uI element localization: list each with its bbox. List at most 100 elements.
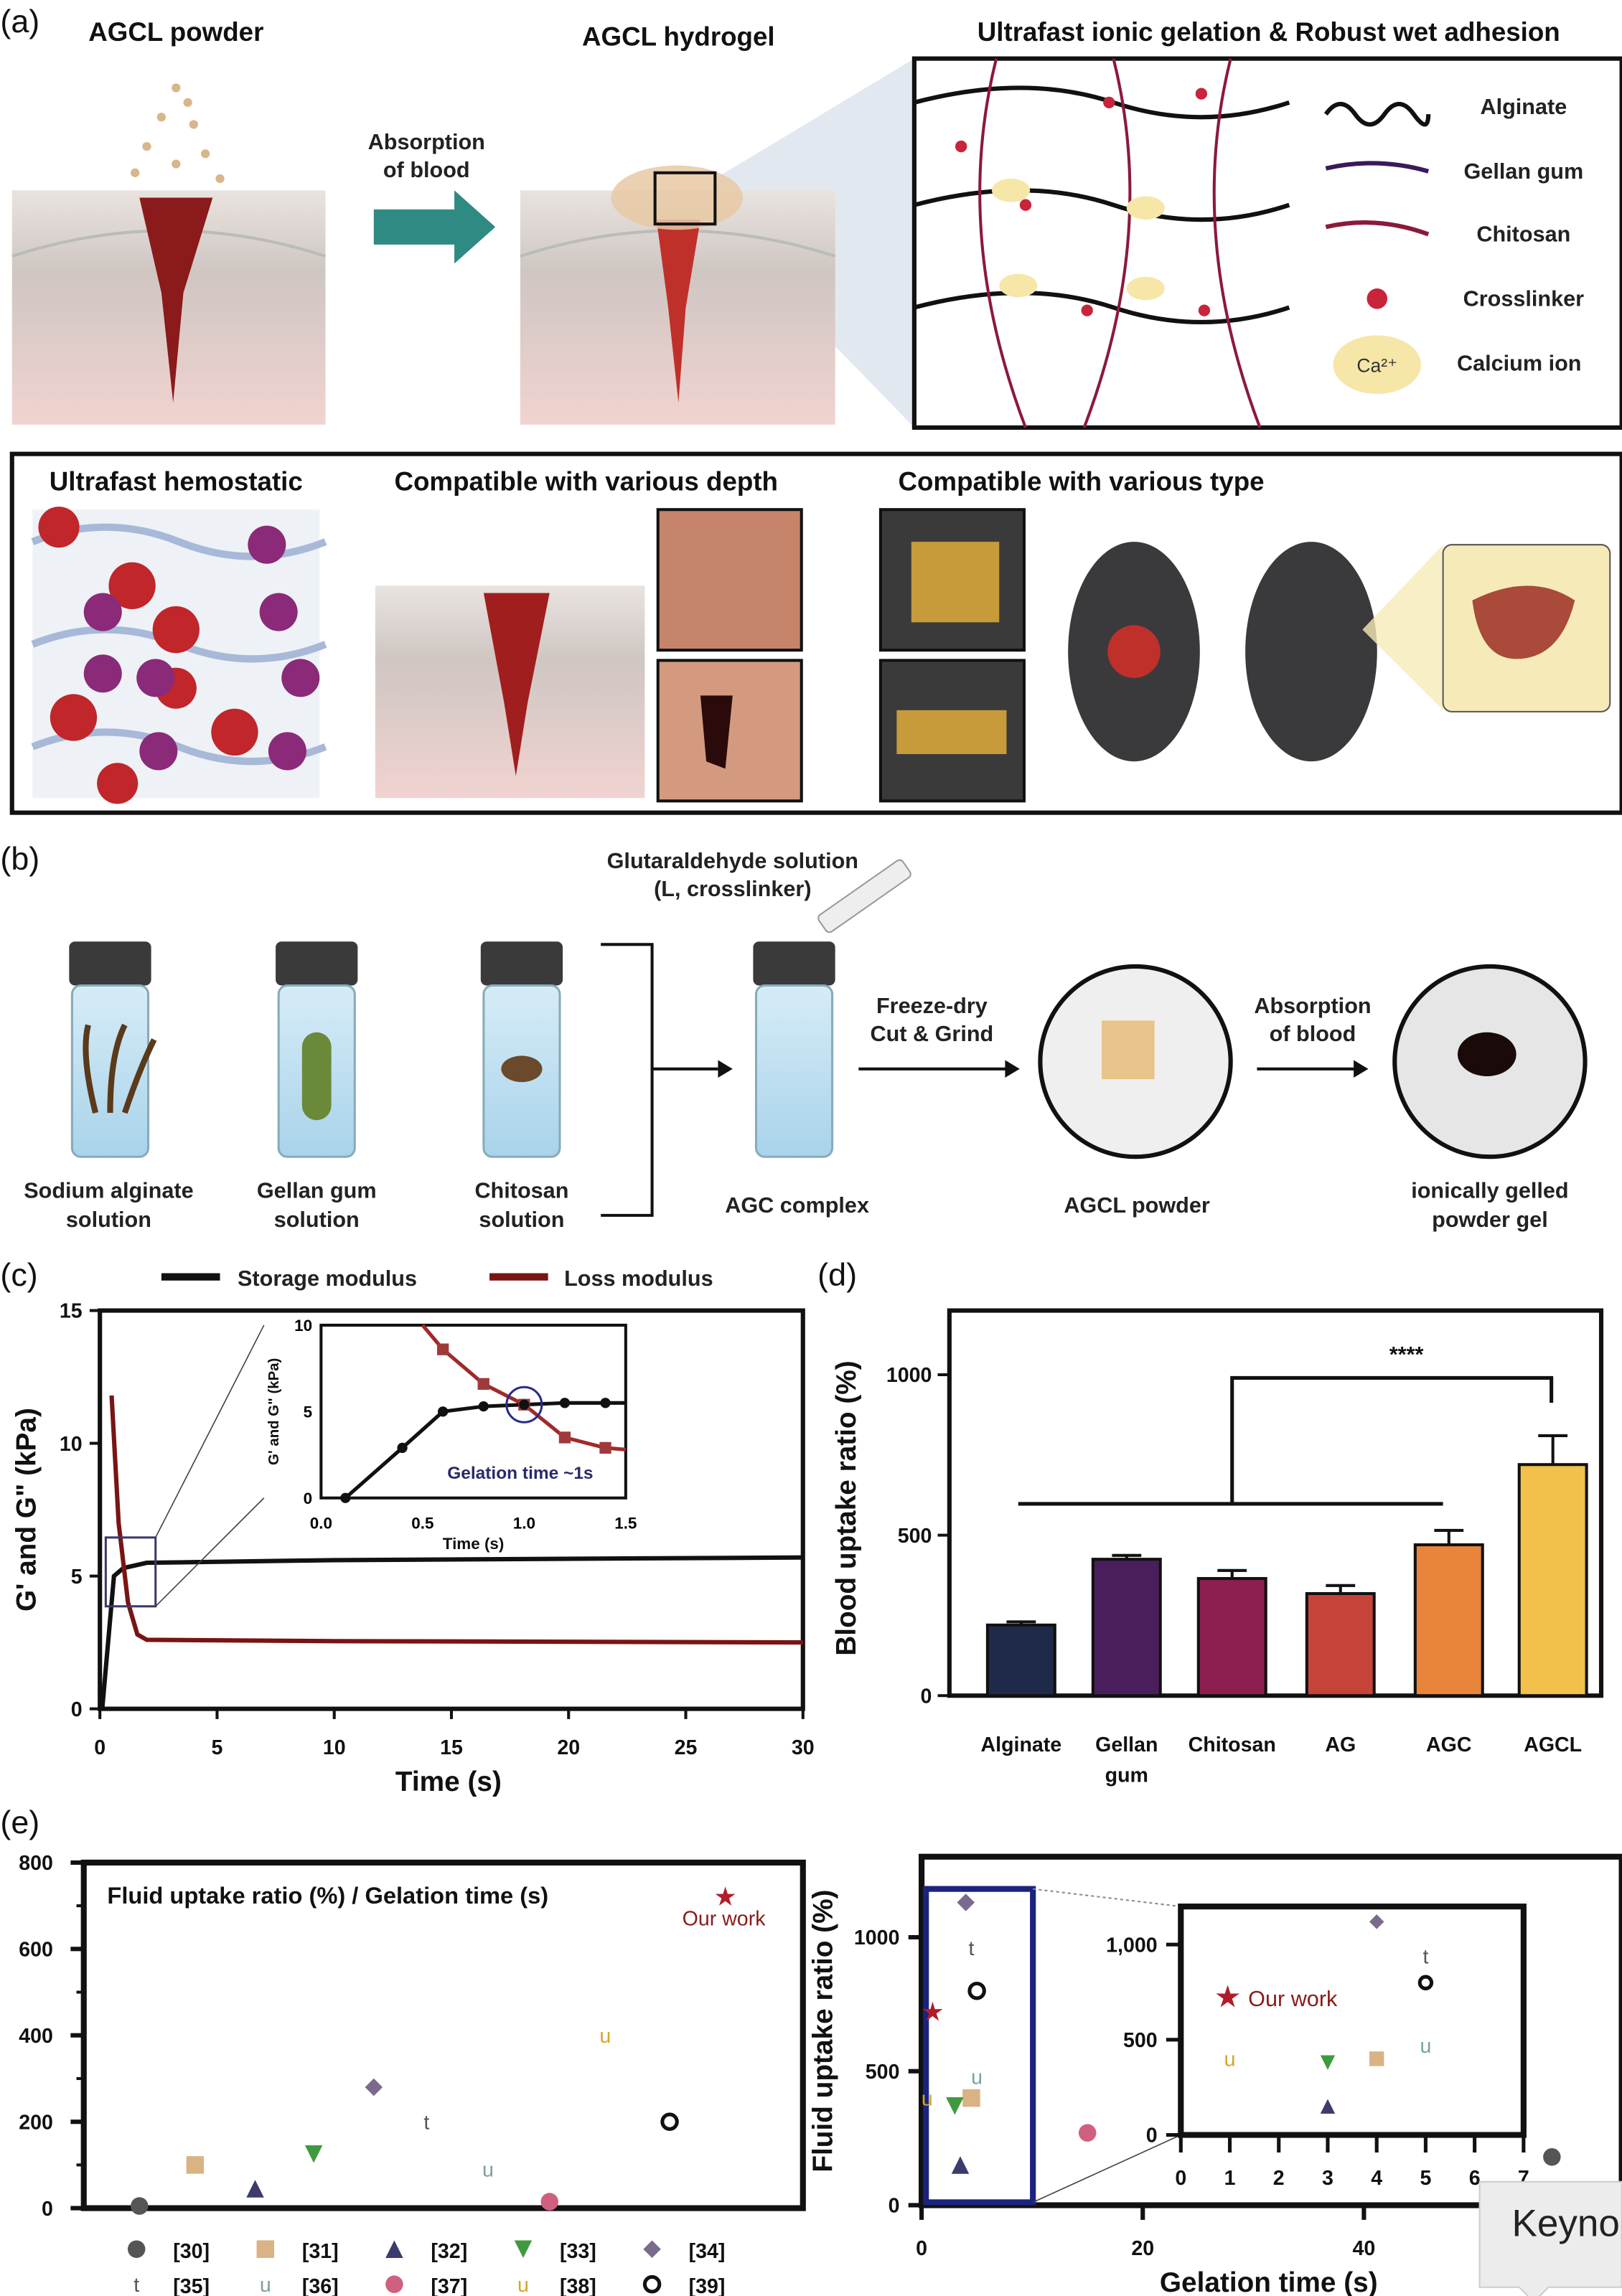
c-ylabel: G' and G" (kPa): [11, 1408, 42, 1612]
point-36: u: [482, 2159, 494, 2182]
x-tick-label: AGCL: [1524, 1733, 1582, 1756]
legend-marker: t: [133, 2274, 139, 2296]
chitosan-swatch: [1325, 220, 1430, 237]
legend-loss: Loss modulus: [564, 1266, 713, 1291]
powder-title: AGCL powder: [88, 17, 263, 47]
point-39: [660, 2112, 679, 2131]
vial-gellan-label-1: Gellan gum: [257, 1178, 377, 1203]
legend-label: [37]: [431, 2275, 467, 2296]
point-37: [540, 2193, 558, 2211]
legend-marker: u: [517, 2274, 529, 2296]
legend-label: [35]: [173, 2275, 210, 2296]
point-38: u: [922, 2087, 933, 2110]
inset-storage-point: [478, 1401, 489, 1412]
zoom-region-e: [923, 1886, 1036, 2206]
inset-y-tick-label: 1,000: [1106, 1934, 1157, 1957]
x-tick-label: 0: [916, 2237, 927, 2260]
arrow-label-1: Absorption: [368, 130, 485, 154]
x-tick-label: 20: [1131, 2237, 1154, 2260]
y-tick-label: 10: [60, 1433, 83, 1456]
panel-c: (c) Storage modulus Loss modulus 0 5 10 15 2…: [0, 1256, 814, 1797]
x-tick-label: gum: [1105, 1764, 1148, 1787]
tooltip-text: Keyno: [1512, 2202, 1620, 2244]
bar-ag: [1305, 1591, 1376, 1698]
inset-point: [1417, 1975, 1434, 1990]
inset-point: u: [1420, 2035, 1431, 2058]
inset-point: [1320, 2099, 1336, 2114]
e-ylabel: Fluid uptake ratio (%): [808, 1890, 839, 2173]
hemostatic-illustration: [31, 507, 327, 804]
x-tick-label: 5: [212, 1736, 223, 1759]
crosslinker-swatch: [1366, 288, 1388, 309]
point-32: [951, 2156, 970, 2174]
legend-marker: [256, 2240, 275, 2258]
step1-label-2: Cut & Grind: [871, 1022, 994, 1046]
inset-storage-point: [438, 1406, 449, 1417]
point-33: [304, 2145, 323, 2163]
inset-x-tick-label: 6: [1469, 2167, 1481, 2190]
inset-x-tick-label: 1.0: [513, 1515, 535, 1533]
inset-point: u: [1224, 2048, 1236, 2071]
inset-loss-point: [477, 1378, 489, 1390]
vial-chitosan-label-1: Chitosan: [474, 1178, 568, 1203]
legend-marker: [385, 2275, 403, 2293]
legend-marker: [127, 2240, 146, 2258]
legend-marker: [385, 2240, 403, 2258]
hydrogel-illustration: [520, 58, 914, 428]
inset-point: [1320, 2055, 1336, 2070]
x-tick-label: 20: [557, 1736, 580, 1759]
inset-x-tick-label: 3: [1322, 2167, 1333, 2190]
legend-label: [31]: [302, 2240, 339, 2263]
inset-x-tick-label: 0.5: [411, 1515, 433, 1533]
inset-x-tick-label: 2: [1273, 2167, 1285, 2190]
hydrogel-title: AGCL hydrogel: [582, 22, 775, 51]
vial-gellan-label-2: solution: [274, 1208, 360, 1232]
inset-storage-point: [397, 1442, 408, 1454]
y-tick-label: 800: [19, 1852, 53, 1875]
inset-loss-point: [599, 1441, 611, 1454]
vial: [480, 941, 563, 1158]
inset-y-tick-label: 0: [1146, 2125, 1158, 2147]
point-30: [1543, 2148, 1561, 2166]
point-31: [962, 2089, 980, 2107]
step2-label-1: Absorption: [1254, 994, 1371, 1018]
inset-y-tick-label: 10: [294, 1317, 312, 1335]
gel-label-1: ionically gelled: [1411, 1178, 1568, 1203]
y-tick-label: 15: [60, 1300, 83, 1323]
calcium-swatch-label: Ca²⁺: [1356, 354, 1397, 376]
y-tick-label: 200: [19, 2111, 53, 2134]
zoom-region: [104, 1536, 157, 1608]
complex-label: AGC complex: [725, 1193, 869, 1218]
legend-label: [39]: [689, 2275, 726, 2296]
inset-x-tick-label: 5: [1420, 2167, 1431, 2190]
legend-marker: [514, 2240, 533, 2258]
legend-alginate: Alginate: [1480, 95, 1567, 119]
crosslinker-label-1: Glutaraldehyde solution: [607, 849, 858, 873]
inset-storage-point: [519, 1399, 530, 1410]
point-32: [246, 2180, 264, 2198]
inset-our-work-label: Our work: [1248, 1987, 1338, 2011]
y-tick-label: 400: [19, 2025, 53, 2048]
y-tick-label: 600: [19, 1939, 53, 1962]
bar-gellan-gum: [1091, 1558, 1162, 1698]
inset-y-tick-label: 5: [304, 1403, 312, 1421]
c-xlabel: Time (s): [395, 1766, 502, 1797]
y-tick-label: 0: [889, 2195, 900, 2218]
panel-d-label: (d): [817, 1256, 857, 1293]
vial-cap: [480, 941, 563, 986]
calcium-swatch: [1333, 335, 1421, 394]
merge-bracket: [601, 943, 718, 1217]
crab-icon: [501, 1055, 543, 1083]
legend-storage: Storage modulus: [238, 1266, 417, 1291]
alginate-swatch: [1323, 101, 1431, 127]
e-xlabel: Gelation time (s): [1160, 2267, 1378, 2296]
legend-crosslinker: Crosslinker: [1463, 287, 1585, 311]
skin-wound-illustration: [11, 83, 327, 425]
inset-storage-point: [559, 1398, 571, 1408]
legend-marker: [643, 2240, 661, 2258]
legend-calcium: Calcium ion: [1457, 351, 1581, 375]
legend-label: [30]: [173, 2240, 210, 2263]
significance-label: ****: [1389, 1342, 1424, 1367]
vial: [69, 941, 151, 1158]
